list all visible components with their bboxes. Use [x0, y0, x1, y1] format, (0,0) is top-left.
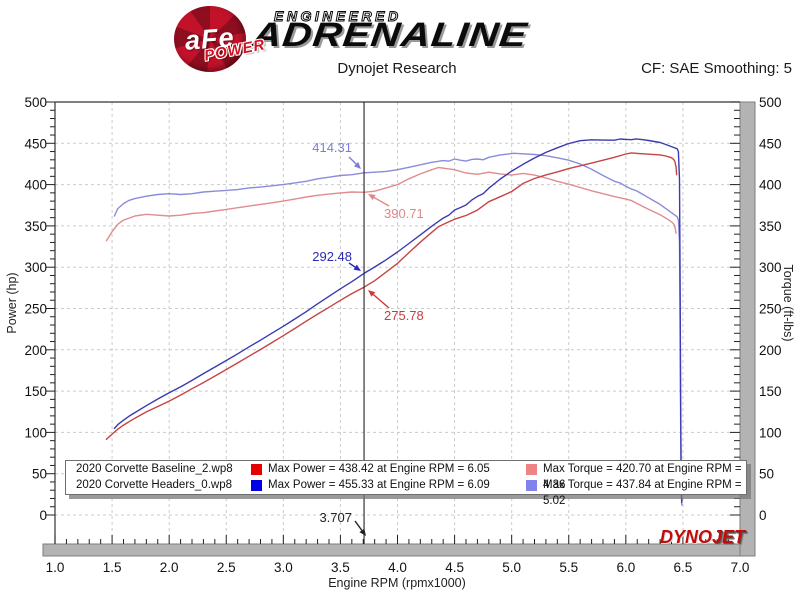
svg-text:1.5: 1.5	[103, 560, 122, 575]
x-axis-label: Engine RPM (rpmx1000)	[328, 576, 466, 590]
svg-text:300: 300	[24, 260, 47, 275]
legend-row-baseline: 2020 Corvette Baseline_2.wp8 Max Power =…	[66, 461, 746, 491]
svg-text:3.0: 3.0	[274, 560, 293, 575]
power-swatch-headers-icon	[251, 480, 262, 491]
torque-swatch-headers-icon	[526, 480, 537, 491]
svg-text:100: 100	[759, 425, 782, 440]
svg-text:100: 100	[24, 425, 47, 440]
y-axis-label-power: Power (hp)	[5, 272, 19, 334]
legend-row-headers: 2020 Corvette Headers_0.wp8 Max Power = …	[66, 477, 746, 507]
svg-text:1.0: 1.0	[46, 560, 65, 575]
svg-text:450: 450	[24, 136, 47, 151]
svg-text:400: 400	[759, 178, 782, 193]
chart-title: Dynojet Research	[337, 60, 457, 77]
brand-engineered-text: ENGINEERED	[274, 8, 402, 25]
svg-text:300: 300	[759, 260, 782, 275]
svg-text:0: 0	[39, 508, 47, 523]
svg-text:500: 500	[759, 95, 782, 110]
brand-adrenaline-text: ADRENALINE	[250, 16, 530, 54]
svg-text:4.5: 4.5	[445, 560, 464, 575]
legend-run-name: 2020 Corvette Headers_0.wp8	[76, 479, 232, 491]
legend-max-power: Max Power = 438.42 at Engine RPM = 6.05	[268, 463, 490, 475]
annotation-value-label: 414.31	[312, 140, 352, 155]
svg-text:250: 250	[24, 302, 47, 317]
afe-power-logo: aFe	[174, 6, 246, 72]
legend-max-torque: Max Torque = 437.84 at Engine RPM = 5.02	[543, 479, 742, 507]
power-swatch-baseline-icon	[251, 464, 262, 475]
legend-box: 2020 Corvette Baseline_2.wp8 Max Power =…	[65, 460, 747, 507]
svg-text:400: 400	[24, 178, 47, 193]
svg-text:450: 450	[759, 136, 782, 151]
svg-text:5.0: 5.0	[502, 560, 521, 575]
svg-text:2.5: 2.5	[217, 560, 236, 575]
legend-max-torque: Max Torque = 420.70 at Engine RPM = 4.36	[543, 463, 742, 491]
annotation-value-label: 275.78	[384, 308, 424, 323]
svg-text:350: 350	[759, 219, 782, 234]
svg-text:50: 50	[759, 467, 774, 482]
annotation-value-label: 292.48	[312, 249, 352, 264]
svg-text:250: 250	[759, 302, 782, 317]
svg-text:7.0: 7.0	[731, 560, 750, 575]
annotation-value-label: 390.71	[384, 206, 424, 221]
svg-text:5.5: 5.5	[559, 560, 578, 575]
correction-factor-label: CF: SAE Smoothing: 5	[641, 60, 792, 77]
svg-text:350: 350	[24, 219, 47, 234]
svg-text:4.0: 4.0	[388, 560, 407, 575]
svg-text:0: 0	[759, 508, 767, 523]
svg-text:2.0: 2.0	[160, 560, 179, 575]
svg-text:150: 150	[759, 384, 782, 399]
svg-text:50: 50	[32, 467, 47, 482]
legend-max-power: Max Power = 455.33 at Engine RPM = 6.09	[268, 479, 490, 491]
legend-run-name: 2020 Corvette Baseline_2.wp8	[76, 463, 233, 475]
svg-text:6.5: 6.5	[674, 560, 693, 575]
svg-text:500: 500	[24, 95, 47, 110]
svg-text:150: 150	[24, 384, 47, 399]
dynojet-logo: DYNOJET	[660, 527, 746, 547]
svg-text:200: 200	[759, 343, 782, 358]
svg-text:6.0: 6.0	[616, 560, 635, 575]
y-axis-label-torque: Torque (ft-lbs)	[781, 264, 795, 342]
svg-text:3.5: 3.5	[331, 560, 350, 575]
torque-swatch-baseline-icon	[526, 464, 537, 475]
cursor-rpm-label: 3.707	[319, 510, 352, 525]
svg-text:200: 200	[24, 343, 47, 358]
